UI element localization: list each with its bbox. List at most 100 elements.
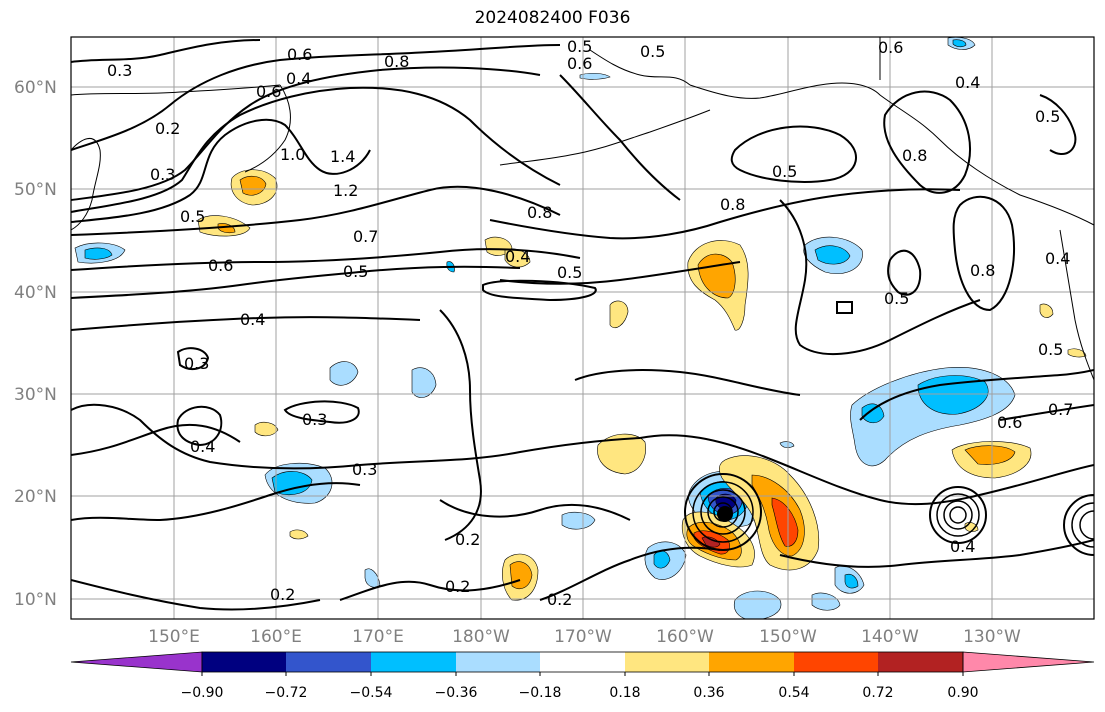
colorbar-segments — [70, 651, 1095, 673]
contour-line — [71, 403, 641, 470]
contour-line — [71, 44, 561, 151]
contour-line — [71, 185, 561, 236]
colorbar-tick-label: −0.90 — [181, 685, 224, 701]
orange-patch — [289, 529, 309, 540]
contour-line — [71, 265, 521, 299]
contour-ring — [692, 481, 754, 543]
blue-patch — [364, 568, 381, 588]
contour-line — [999, 404, 1094, 421]
contour-label: 0.8 — [527, 203, 552, 222]
lon-label: 160°W — [656, 627, 714, 647]
contour-label: 0.5 — [884, 289, 909, 308]
colorbar-segment — [456, 652, 540, 672]
contour-label: 0.4 — [240, 310, 265, 329]
contour-line — [1039, 94, 1077, 155]
colorbar-segment — [794, 652, 878, 672]
orange-patch — [964, 445, 1016, 465]
contour-label: 0.3 — [184, 354, 209, 373]
contour-label: 0.8 — [902, 146, 927, 165]
orange-patch — [597, 433, 646, 475]
contour-ring — [700, 489, 746, 535]
colorbar-extend-low — [70, 651, 203, 673]
lat-label: 20°N — [14, 487, 57, 507]
contour-ring — [949, 506, 967, 524]
contour-ring — [1071, 502, 1094, 548]
shaded-anomalies — [74, 37, 1087, 619]
lon-label: 170°E — [352, 627, 404, 647]
longitude-labels: 150°E 160°E 170°E 180°W 170°W 160°W 150°… — [148, 627, 1021, 647]
contour-label: 1.0 — [280, 145, 305, 164]
colorbar-outline — [201, 651, 964, 673]
contour-label: 0.4 — [955, 73, 980, 92]
colorbar-tick-label: 0.54 — [778, 685, 809, 701]
contour-label: 0.7 — [1048, 400, 1073, 419]
colorbar-tick-label: 0.36 — [693, 685, 724, 701]
blue-patch — [411, 367, 437, 398]
colorbar-tick-label: 0.72 — [862, 685, 893, 701]
contour-label: 0.3 — [352, 460, 377, 479]
contour-line — [71, 248, 581, 271]
contour-line — [71, 39, 261, 63]
lat-label: 30°N — [14, 385, 57, 405]
colorbar-extend-high — [962, 651, 1095, 673]
coastline-aleutians — [499, 109, 711, 166]
lon-label: 150°W — [759, 627, 817, 647]
contour-line — [71, 86, 561, 213]
orange-patch — [254, 421, 279, 437]
lat-label: 60°N — [14, 78, 57, 98]
lon-label: 160°E — [250, 627, 302, 647]
orange-patch — [1039, 303, 1054, 318]
contour-ring — [707, 496, 739, 528]
blue-patch — [814, 245, 851, 265]
colorbar-tick-label: −0.36 — [435, 685, 478, 701]
lon-label: 130°W — [963, 627, 1021, 647]
colorbar-tick-label: −0.72 — [265, 685, 308, 701]
contour-line — [499, 261, 741, 285]
contour-label: 0.4 — [1045, 249, 1070, 268]
contour-label: 0.8 — [970, 261, 995, 280]
contour-label: 0.4 — [190, 437, 215, 456]
coastline-us-west — [1059, 229, 1094, 381]
contour-line — [482, 279, 597, 302]
coastlines — [71, 37, 1094, 381]
contour-label: 0.5 — [1038, 340, 1063, 359]
contour-label: 1.4 — [330, 147, 355, 166]
orange-patch — [701, 536, 721, 548]
colorbar-segment — [202, 652, 286, 672]
contour-line — [71, 66, 541, 201]
contour-line — [887, 249, 922, 296]
contour-label: 0.2 — [270, 585, 295, 604]
contour-ring — [943, 500, 973, 530]
contour-line — [439, 309, 482, 541]
lon-label: 180°W — [452, 627, 510, 647]
blue-patch — [84, 247, 113, 260]
colorbar-tick-labels: −0.90 −0.72 −0.54 −0.36 −0.18 0.18 0.36 … — [181, 685, 979, 701]
orange-patch — [771, 497, 799, 547]
contour-label: 0.6 — [256, 82, 281, 101]
blue-patch — [952, 39, 967, 48]
lat-label: 40°N — [14, 283, 57, 303]
map-panel: 0.3 0.2 0.3 0.5 0.6 0.4 0.6 0.8 1.0 1.4 … — [71, 37, 1094, 619]
coastline-kamchatka-east — [244, 84, 291, 173]
contour-line — [71, 482, 361, 522]
contour-line — [730, 125, 857, 183]
contour-ring — [1079, 510, 1094, 540]
contour-line — [574, 369, 801, 396]
lon-label: 150°E — [148, 627, 200, 647]
contour-label: 0.6 — [997, 413, 1022, 432]
contour-label: 1.2 — [333, 181, 358, 200]
colorbar-tick-label: −0.18 — [519, 685, 562, 701]
contour-label: 0.3 — [107, 61, 132, 80]
contour-ring — [929, 486, 987, 544]
contour-line — [559, 74, 681, 201]
contour-line — [836, 301, 853, 314]
coastline-kamchatka — [71, 138, 101, 231]
contour-label: 0.4 — [950, 537, 975, 556]
contour-line — [176, 347, 210, 371]
contour-label: 0.8 — [384, 52, 409, 71]
colorbar-segment — [540, 652, 625, 672]
contour-line — [71, 579, 321, 611]
contour-line — [71, 118, 371, 223]
graticule — [71, 37, 1094, 619]
